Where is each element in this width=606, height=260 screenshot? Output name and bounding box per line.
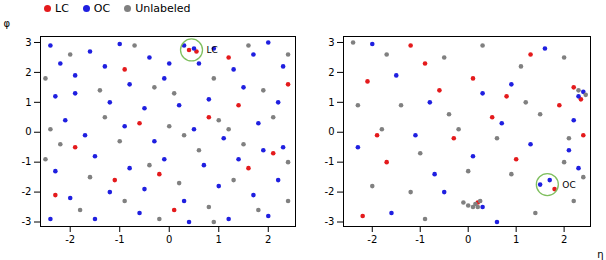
svg-text:-1: -1 bbox=[325, 156, 335, 167]
html-text:Unlabeled: Unlabeled bbox=[135, 1, 191, 15]
svg-text:-3: -3 bbox=[22, 216, 32, 227]
svg-text:-2: -2 bbox=[22, 186, 32, 197]
svg-text:0: 0 bbox=[328, 126, 334, 137]
svg-text:0: 0 bbox=[166, 234, 172, 245]
svg-text:1: 1 bbox=[216, 234, 222, 245]
svg-text:-1: -1 bbox=[115, 234, 125, 245]
svg-text:3: 3 bbox=[25, 37, 31, 48]
svg-text:-2: -2 bbox=[325, 186, 335, 197]
html-text:OC: OC bbox=[93, 1, 111, 15]
svg-text:1: 1 bbox=[328, 97, 334, 108]
svg-text:LC: LC bbox=[207, 45, 218, 55]
svg-text:-2: -2 bbox=[65, 234, 75, 245]
svg-text:2: 2 bbox=[25, 67, 31, 78]
svg-text:-3: -3 bbox=[325, 216, 335, 227]
svg-text:0: 0 bbox=[465, 234, 471, 245]
svg-text:-1: -1 bbox=[415, 234, 425, 245]
svg-text:0: 0 bbox=[25, 126, 31, 137]
svg-text:2: 2 bbox=[561, 234, 567, 245]
svg-text:2: 2 bbox=[328, 67, 334, 78]
svg-text:2: 2 bbox=[265, 234, 271, 245]
svg-text:-2: -2 bbox=[367, 234, 377, 245]
svg-text:η: η bbox=[597, 249, 603, 260]
svg-text:3: 3 bbox=[328, 37, 334, 48]
svg-text:1: 1 bbox=[25, 97, 31, 108]
svg-text:OC: OC bbox=[562, 179, 575, 189]
svg-text:-1: -1 bbox=[22, 156, 32, 167]
html-text:LC: LC bbox=[55, 1, 69, 15]
svg-text:1: 1 bbox=[513, 234, 519, 245]
svg-text:φ: φ bbox=[4, 18, 11, 29]
